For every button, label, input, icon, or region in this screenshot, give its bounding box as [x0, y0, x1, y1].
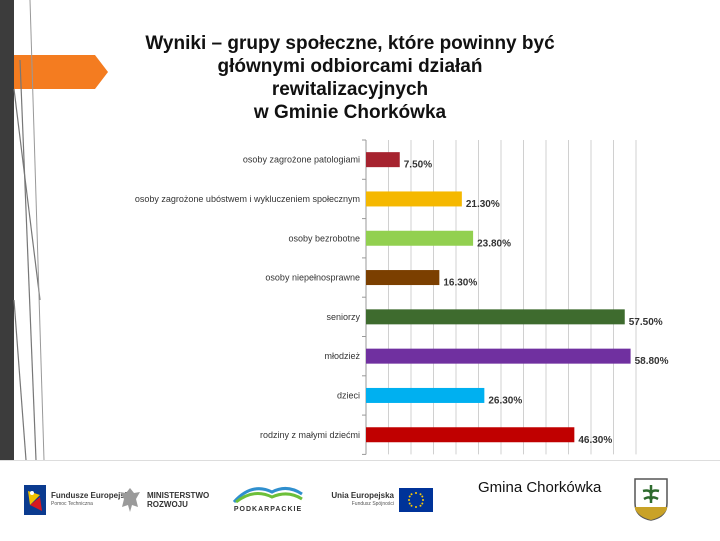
data-label: 21.30% [466, 199, 500, 210]
podkarpackie-mountains-icon [232, 487, 303, 504]
data-label: 57.50% [629, 317, 663, 328]
data-label: 46.30% [578, 435, 612, 446]
logo-podkarpackie: PODKARPACKIE [232, 480, 304, 520]
logo-ministerstwo-rozwoju: MINISTERSTWO ROZWOJU [118, 480, 211, 520]
gmina-label: Gmina Chorkówka [478, 479, 602, 496]
bar-5 [366, 309, 625, 325]
polish-eagle-icon [120, 488, 140, 512]
bar-1 [366, 152, 400, 168]
gmina-crest-icon [634, 478, 668, 521]
left-dark-bar [0, 0, 14, 460]
bar-3 [366, 230, 474, 246]
fundusze-name: Fundusze Europejskie [51, 491, 136, 500]
category-label: osoby bezrobotne [288, 233, 360, 243]
bar-6 [366, 348, 631, 364]
fundusze-europejskie-icon [24, 485, 46, 515]
title-line-3: w Gminie Chorkówka [253, 102, 447, 123]
title-line-1: Wyniki – grupy społeczne, które powinny … [145, 33, 555, 54]
bar-chart: osoby zagrożone patologiami 7.50% osoby za… [135, 139, 669, 455]
category-label: seniorzy [326, 312, 360, 322]
category-label: młodzież [324, 351, 360, 361]
fundusze-sub: Pomoc Techniczna [51, 501, 93, 507]
eu-flag-icon [399, 488, 433, 512]
ministerstwo-name: MINISTERSTWO ROZWOJU [147, 491, 210, 509]
bar-4 [366, 270, 440, 286]
data-label: 16.30% [443, 278, 477, 289]
chart-title: Wyniki – grupy społeczne, które powinny … [140, 32, 560, 124]
category-label: osoby zagrożone patologiami [243, 155, 360, 165]
title-line-2: głównymi odbiorcami działań rewitalizacy… [217, 56, 483, 100]
data-label: 23.80% [477, 238, 511, 249]
logo-unia-europejska: Unia Europejska Fundusz Spójności [330, 480, 433, 520]
unia-name: Unia Europejska [331, 491, 394, 500]
bar-8 [366, 427, 575, 443]
data-label: 7.50% [404, 160, 432, 171]
category-label: osoby zagrożone ubóstwem i wykluczeniem … [135, 194, 360, 204]
category-label: osoby niepełnosprawne [265, 273, 360, 283]
unia-sub: Fundusz Spójności [351, 501, 394, 507]
data-label: 58.80% [635, 356, 669, 367]
podkarpackie-name: PODKARPACKIE [233, 506, 303, 513]
bar-2 [366, 191, 462, 207]
logo-fundusze-europejskie: Fundusze Europejskie Pomoc Techniczna [24, 480, 136, 520]
data-label: 26.30% [488, 395, 522, 406]
bar-7 [366, 387, 485, 403]
category-label: dzieci [337, 390, 360, 400]
category-label: rodziny z małymi dziećmi [260, 430, 360, 440]
